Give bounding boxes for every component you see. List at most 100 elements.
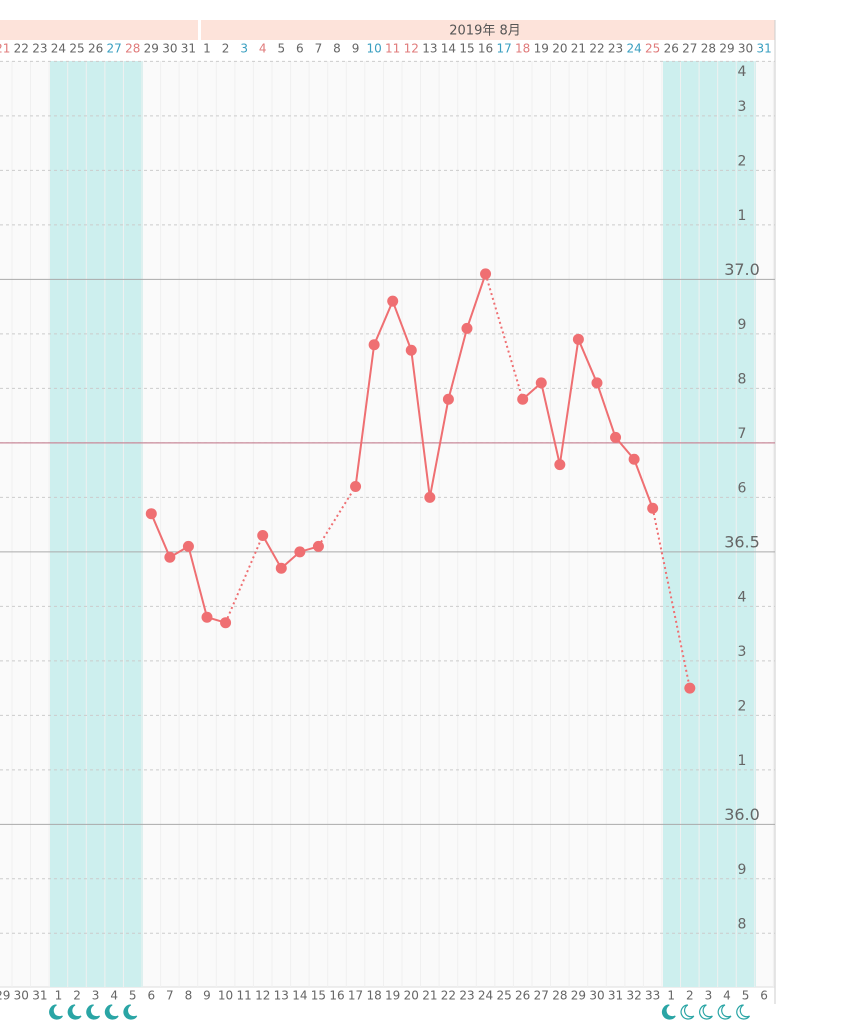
period-icon (67, 1004, 82, 1020)
temperature-point (164, 551, 176, 563)
date-label: 29 (719, 42, 734, 56)
temperature-point (182, 540, 194, 552)
temperature-point (628, 453, 640, 465)
date-label: 27 (682, 42, 697, 56)
y-tick-label: 2 (738, 698, 747, 714)
period-icon (123, 1004, 138, 1020)
cycle-day-label: 12 (255, 989, 270, 1003)
period-band (663, 61, 756, 987)
cycle-day-label: 4 (110, 989, 118, 1003)
cycle-day-label: 5 (742, 989, 750, 1003)
cycle-day-label: 27 (534, 989, 549, 1003)
cycle-day-label: 4 (723, 989, 731, 1003)
date-label: 7 (315, 42, 323, 56)
cycle-day-label: 19 (385, 989, 400, 1003)
date-label: 31 (181, 42, 196, 56)
temperature-point (350, 480, 362, 492)
temperature-point (554, 459, 566, 471)
temperature-point (442, 393, 454, 405)
date-label: 24 (51, 42, 66, 56)
period-icon (680, 1004, 695, 1020)
cycle-day-label: 15 (311, 989, 326, 1003)
cycle-day-label: 2 (73, 989, 81, 1003)
temperature-point (257, 529, 269, 541)
date-label: 14 (441, 42, 456, 56)
date-label: 25 (645, 42, 660, 56)
cycle-day-label: 8 (185, 989, 193, 1003)
gap-connector (651, 508, 691, 689)
y-tick-label: 6 (738, 480, 747, 496)
temperature-line (261, 535, 319, 570)
y-tick-label: 36.0 (724, 805, 760, 824)
cycle-day-label: 29 (571, 989, 586, 1003)
date-label: 3 (240, 42, 248, 56)
cycle-day-label: 14 (292, 989, 307, 1003)
y-tick-label: 4 (738, 64, 747, 80)
cycle-day-label: 29 (0, 989, 10, 1003)
temperature-point (461, 322, 473, 334)
date-label: 2 (222, 42, 230, 56)
temperature-point (387, 295, 399, 307)
gap-connector (224, 535, 264, 624)
cycle-day-label: 25 (496, 989, 511, 1003)
cycle-day-label: 10 (218, 989, 233, 1003)
date-label: 30 (162, 42, 177, 56)
cycle-day-label: 3 (705, 989, 713, 1003)
cycle-day-label: 13 (274, 989, 289, 1003)
cycle-day-label: 16 (329, 989, 344, 1003)
date-label: 9 (352, 42, 360, 56)
cycle-day-label: 5 (129, 989, 137, 1003)
cycle-day-label: 31 (608, 989, 623, 1003)
y-tick-label: 3 (738, 644, 747, 660)
y-tick-label: 37.0 (724, 260, 760, 279)
cycle-day-label: 32 (626, 989, 641, 1003)
date-label: 10 (366, 42, 381, 56)
date-label: 22 (14, 42, 29, 56)
y-tick-label: 4 (738, 589, 747, 605)
cycle-day-label: 6 (147, 989, 155, 1003)
date-label: 26 (664, 42, 679, 56)
date-label: 22 (589, 42, 604, 56)
temperature-point (201, 611, 213, 623)
y-tick-label: 2 (738, 153, 747, 169)
period-icon (717, 1004, 732, 1020)
period-icon (86, 1004, 101, 1020)
gap-connector (484, 273, 524, 400)
cycle-day-label: 24 (478, 989, 493, 1003)
y-tick-label: 9 (738, 317, 747, 333)
cycle-day-label: 9 (203, 989, 211, 1003)
cycle-day-label: 11 (236, 989, 251, 1003)
cycle-day-label: 7 (166, 989, 174, 1003)
date-label: 29 (144, 42, 159, 56)
period-icon (104, 1004, 119, 1020)
cycle-day-label: 17 (348, 989, 363, 1003)
cycle-day-label: 21 (422, 989, 437, 1003)
y-tick-label: 36.5 (724, 532, 760, 551)
date-label: 21 (571, 42, 586, 56)
cycle-day-label: 22 (441, 989, 456, 1003)
y-tick-label: 7 (738, 426, 747, 442)
cycle-day-label: 18 (366, 989, 381, 1003)
y-tick-label: 3 (738, 99, 747, 115)
period-icon (736, 1004, 751, 1020)
temperature-point (610, 431, 622, 443)
date-label: 13 (422, 42, 437, 56)
date-label: 4 (259, 42, 267, 56)
date-label: 24 (626, 42, 641, 56)
temperature-point (275, 562, 287, 574)
gap-connector (317, 485, 357, 547)
period-icon (661, 1004, 676, 1020)
date-label: 21 (0, 42, 10, 56)
cycle-day-label: 1 (667, 989, 675, 1003)
cycle-day-label: 31 (32, 989, 47, 1003)
cycle-day-label: 30 (589, 989, 604, 1003)
date-label: 23 (32, 42, 47, 56)
date-label: 17 (496, 42, 511, 56)
cycle-day-label: 6 (760, 989, 768, 1003)
date-label: 18 (515, 42, 530, 56)
date-label: 23 (608, 42, 623, 56)
date-label: 25 (69, 42, 84, 56)
date-label: 12 (404, 42, 419, 56)
temperature-point (480, 268, 492, 280)
